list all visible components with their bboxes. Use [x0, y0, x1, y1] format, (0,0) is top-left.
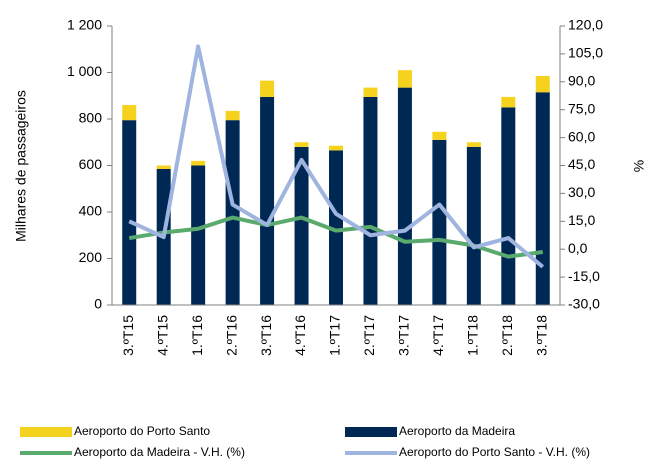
x-tick-label: 4.ºT16 [292, 315, 308, 356]
y2-tick-label: -15,0 [568, 268, 600, 284]
y2-tick-label: 90,0 [568, 73, 595, 89]
bar [294, 142, 309, 147]
y-tick-label: 800 [79, 110, 103, 126]
x-tick-label: 3.ºT17 [396, 315, 412, 356]
y-tick-label: 1 200 [67, 17, 102, 33]
bar [294, 146, 309, 305]
bar [397, 87, 412, 305]
y-axis-label: Milhares de passageiros [13, 90, 29, 242]
x-tick-label: 1.ºT18 [465, 315, 481, 356]
bar [225, 110, 240, 121]
y-tick-label: 600 [79, 156, 103, 172]
y2-tick-label: 120,0 [568, 17, 603, 33]
bar [432, 139, 447, 305]
x-tick-label: 3.ºT16 [258, 315, 274, 356]
bar [191, 165, 206, 305]
legend-swatch [345, 427, 397, 437]
y-tick-label: 1 000 [67, 63, 102, 79]
x-tick-label: 2.ºT16 [223, 315, 239, 356]
bar [397, 70, 412, 88]
bar [501, 96, 516, 108]
y2-tick-label: 75,0 [568, 100, 595, 116]
x-tick-label: 2.ºT17 [361, 315, 377, 356]
y-tick-label: 0 [94, 296, 102, 312]
y2-tick-label: 105,0 [568, 45, 603, 61]
y2-tick-label: 0,0 [568, 240, 588, 256]
bar [535, 92, 550, 305]
y2-tick-label: 15,0 [568, 212, 595, 228]
x-tick-label: 4.ºT17 [430, 315, 446, 356]
x-tick-label: 3.ºT15 [120, 315, 136, 356]
y2-tick-label: 45,0 [568, 156, 595, 172]
bar [363, 96, 378, 305]
x-tick-label: 3.ºT18 [533, 315, 549, 356]
bar [466, 146, 481, 305]
bar [225, 120, 240, 305]
y2-tick-label: 60,0 [568, 128, 595, 144]
bar [260, 80, 275, 97]
bar [466, 142, 481, 147]
legend-swatch [20, 427, 72, 437]
x-tick-label: 2.ºT18 [499, 315, 515, 356]
legend-label: Aeroporto da Madeira [399, 424, 515, 438]
y-tick-label: 200 [79, 249, 103, 265]
x-tick-label: 1.ºT17 [327, 315, 343, 356]
legend-label: Aeroporto do Porto Santo [74, 424, 210, 438]
bar [156, 165, 171, 169]
bar [122, 105, 137, 121]
y-tick-label: 400 [79, 203, 103, 219]
bar [363, 87, 378, 97]
line-series [128, 44, 545, 269]
bar [329, 145, 343, 151]
x-tick-label: 4.ºT15 [154, 315, 170, 356]
y2-axis-label: % [631, 160, 647, 172]
bar [260, 96, 275, 305]
y2-tick-label: 30,0 [568, 184, 595, 200]
legend-label: Aeroporto do Porto Santo - V.H. (%) [399, 445, 590, 459]
bar [501, 107, 516, 305]
y2-tick-label: -30,0 [568, 296, 600, 312]
bar [122, 120, 137, 305]
bar [329, 150, 343, 305]
legend-label: Aeroporto da Madeira - V.H. (%) [74, 445, 245, 459]
x-tick-label: 1.ºT16 [189, 315, 205, 356]
bar [432, 131, 447, 140]
bar [535, 75, 550, 93]
bar [191, 160, 206, 166]
